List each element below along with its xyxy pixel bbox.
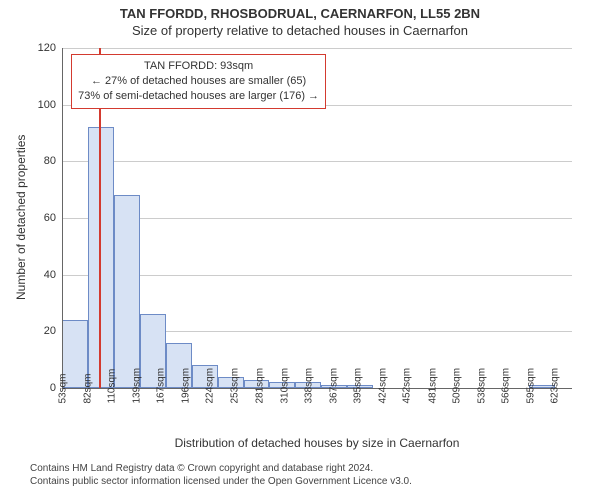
plot-area: 02040608010012053sqm82sqm110sqm139sqm167… (62, 48, 572, 388)
x-axis-label: Distribution of detached houses by size … (62, 436, 572, 450)
y-tick-label: 40 (26, 269, 56, 281)
y-tick-label: 100 (26, 99, 56, 111)
footer-line-2: Contains public sector information licen… (30, 475, 412, 488)
y-tick-label: 0 (26, 382, 56, 394)
histogram-bar (114, 195, 140, 388)
callout-box: TAN FFORDD: 93sqm← 27% of detached house… (71, 54, 326, 109)
y-tick-label: 20 (26, 325, 56, 337)
figure-container: TAN FFORDD, RHOSBODRUAL, CAERNARFON, LL5… (0, 0, 600, 500)
callout-line-1: TAN FFORDD: 93sqm (78, 59, 319, 74)
title-line-1: TAN FFORDD, RHOSBODRUAL, CAERNARFON, LL5… (0, 0, 600, 21)
callout-line-3: 73% of semi-detached houses are larger (… (78, 89, 319, 104)
gridline (62, 161, 572, 162)
y-tick-label: 120 (26, 42, 56, 54)
y-tick-label: 80 (26, 155, 56, 167)
y-axis-line (62, 48, 63, 388)
callout-line-2: ← 27% of detached houses are smaller (65… (78, 74, 319, 89)
footer-line-1: Contains HM Land Registry data © Crown c… (30, 462, 412, 475)
y-tick-label: 60 (26, 212, 56, 224)
gridline (62, 48, 572, 49)
footer-attribution: Contains HM Land Registry data © Crown c… (30, 462, 412, 488)
title-line-2: Size of property relative to detached ho… (0, 21, 600, 44)
